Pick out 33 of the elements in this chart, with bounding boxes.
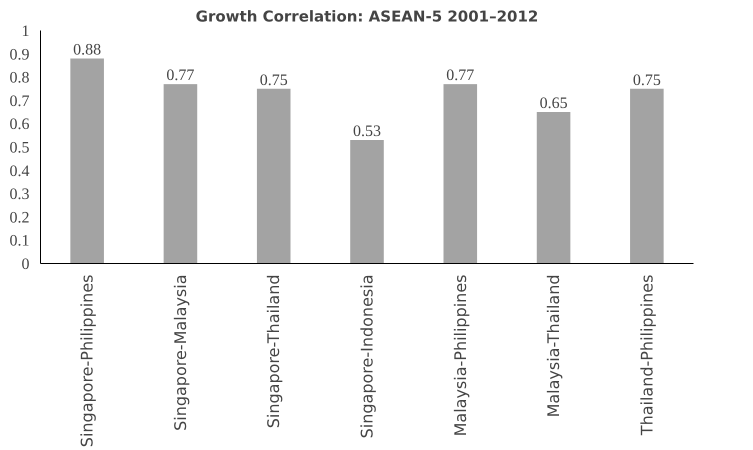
x-tick-label: Singapore-Thailand <box>264 274 284 428</box>
x-tick-label: Singapore-Malaysia <box>170 274 190 431</box>
data-label: 0.53 <box>353 123 381 140</box>
y-tick-label: 0.2 <box>10 209 30 226</box>
bar <box>256 88 291 264</box>
bar <box>164 84 198 264</box>
y-tick-label: 0.8 <box>10 70 30 87</box>
data-label: 0.75 <box>632 72 661 89</box>
y-tick-label: 0 <box>22 256 30 273</box>
data-label: 0.65 <box>540 95 568 112</box>
x-tick-label: Singapore-Philippines <box>78 274 97 448</box>
bar <box>70 58 104 264</box>
y-tick-label: 0.6 <box>10 116 30 134</box>
x-tick-label: Malaysia-Philippines <box>450 274 470 436</box>
x-tick-label: Malaysia-Thailand <box>544 274 564 418</box>
y-tick-label: 0.7 <box>10 92 30 110</box>
data-label: 0.77 <box>446 67 474 84</box>
data-label: 0.88 <box>73 41 102 58</box>
y-tick-label: 0.1 <box>10 232 30 250</box>
data-label: 0.77 <box>166 67 194 84</box>
bar <box>630 88 664 264</box>
y-tick-label: 1 <box>22 23 30 40</box>
x-tick-label: Singapore-Indonesia <box>358 274 376 438</box>
bar <box>443 84 478 264</box>
y-tick-label: 0.3 <box>10 186 30 204</box>
y-tick-label: 0.5 <box>10 140 30 156</box>
data-label: 0.75 <box>260 72 288 89</box>
y-tick-label: 0.9 <box>10 46 30 64</box>
x-tick-label: Thailand-Philippines <box>637 274 656 436</box>
y-tick-label: 0.4 <box>10 162 30 180</box>
bar <box>536 112 570 264</box>
chart-title: Growth Correlation: ASEAN-5 2001–2012 <box>196 8 538 26</box>
bar <box>350 140 384 264</box>
